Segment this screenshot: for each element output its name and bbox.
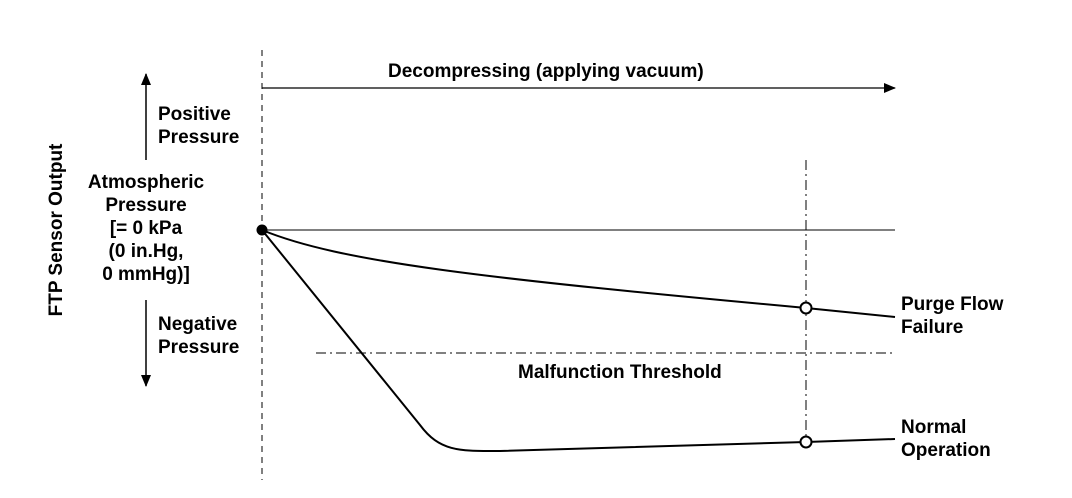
malfunction-threshold-label: Malfunction Threshold [518,362,722,383]
decompressing-label: Decompressing (applying vacuum) [388,61,704,82]
normal-operation-label: Normal Operation [901,417,991,461]
start-point [256,224,268,236]
positive-pressure-label: Positive Pressure [158,104,240,148]
purge-flow-failure-label: Purge Flow Failure [901,294,1004,338]
y-axis-label: FTP Sensor Output [46,143,67,317]
purge-check-point [799,301,813,315]
normal-check-point [799,435,813,449]
atmospheric-pressure-label: Atmospheric Pressure [= 0 kPa (0 in.Hg, … [87,172,205,285]
purge-failure-curve [261,229,896,318]
normal-operation-curve [261,229,896,453]
negative-pressure-label: Negative Pressure [158,314,240,358]
